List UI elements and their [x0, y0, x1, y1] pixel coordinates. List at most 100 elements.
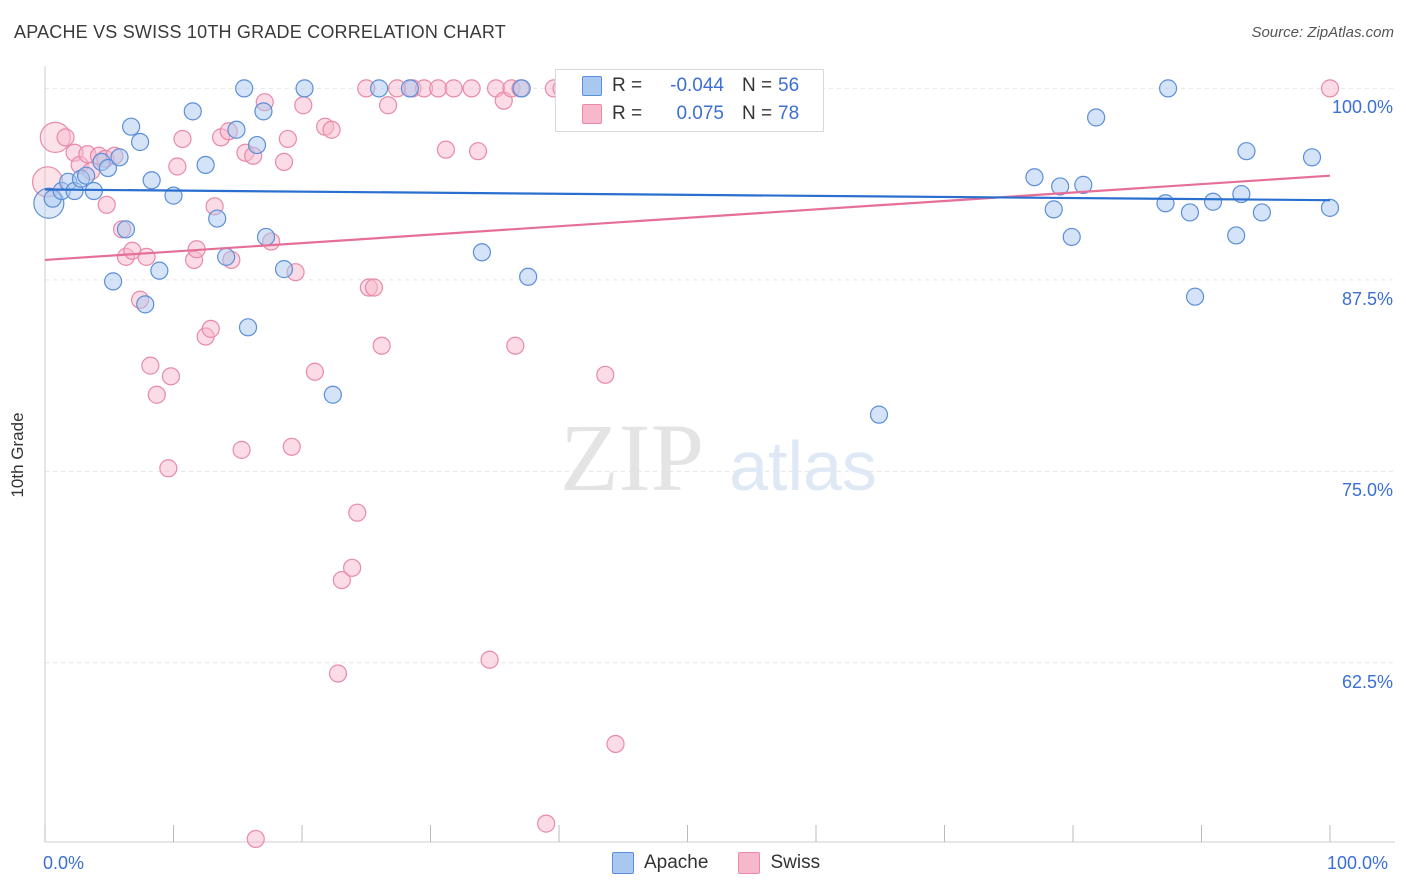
legend-item-label: Swiss: [770, 852, 821, 873]
swiss-point: [168, 157, 187, 176]
swiss-swatch: [582, 104, 602, 124]
swiss-point: [161, 367, 181, 386]
swiss-point: [378, 96, 398, 115]
swiss-point: [294, 96, 313, 115]
apache-point: [1252, 203, 1271, 222]
apache-point: [238, 318, 258, 337]
swiss-point: [462, 79, 481, 98]
legend-r-label: R =: [612, 103, 643, 124]
source-label: Source: ZipAtlas.com: [1251, 24, 1394, 41]
swiss-point: [322, 120, 341, 139]
y-tick-label-0: 100.0%: [1331, 97, 1393, 118]
apache-point: [512, 79, 531, 98]
apache-point: [472, 243, 491, 262]
series-legend: Apache Swiss: [612, 852, 850, 874]
apache-point: [1087, 108, 1106, 127]
apache-point: [1237, 142, 1256, 161]
swiss-point: [468, 142, 488, 161]
swiss-point: [328, 664, 348, 683]
watermark-zip: ZIP: [560, 404, 704, 511]
legend-r-value: -0.044: [670, 75, 724, 96]
apache-point: [227, 120, 246, 139]
swiss-point: [56, 128, 75, 147]
apache-point: [98, 158, 118, 178]
apache-point: [104, 272, 123, 291]
apache-swatch: [612, 852, 634, 874]
apache-point: [1302, 148, 1322, 167]
apache-point: [136, 295, 155, 314]
apache-point: [323, 385, 342, 404]
swiss-point: [372, 336, 391, 355]
watermark: ZIP atlas: [560, 404, 877, 511]
apache-point: [1156, 194, 1175, 213]
apache-point: [295, 79, 314, 98]
apache-point: [1044, 200, 1063, 219]
y-tick-label-2: 75.0%: [1341, 480, 1393, 501]
apache-point: [274, 260, 294, 279]
legend-item-swiss[interactable]: Swiss: [738, 852, 820, 874]
apache-points: [33, 79, 1340, 424]
x-tick-label-1: 100.0%: [1327, 853, 1389, 873]
apache-point: [116, 220, 136, 239]
apache-point: [247, 135, 267, 155]
swiss-point: [348, 503, 367, 522]
swiss-point: [282, 437, 301, 456]
gridlines: [45, 87, 1395, 664]
apache-point: [77, 166, 96, 185]
swiss-point: [506, 336, 525, 355]
apache-point: [1320, 198, 1340, 217]
apache-point: [1203, 192, 1223, 211]
swiss-trend-line: [44, 174, 1331, 262]
apache-point: [110, 148, 129, 167]
apache-point: [1074, 175, 1093, 194]
apache-point: [208, 209, 227, 228]
legend-n-value: 78: [778, 103, 800, 124]
legend-n-label: N =: [742, 103, 773, 124]
apache-point: [1158, 79, 1178, 98]
apache-point: [142, 171, 161, 190]
apache-point: [196, 155, 215, 175]
apache-point: [1227, 226, 1246, 245]
swiss-swatch: [738, 852, 761, 874]
trend-lines: [44, 174, 1331, 262]
apache-point: [235, 79, 254, 98]
legend-n-value: 56: [778, 75, 800, 96]
chart-title: APACHE VS SWISS 10TH GRADE CORRELATION C…: [14, 22, 506, 42]
swiss-point: [606, 734, 625, 754]
apache-point: [217, 247, 236, 266]
watermark-atlas: atlas: [729, 427, 877, 505]
legend-n-label: N =: [742, 75, 773, 96]
swiss-point: [141, 356, 160, 375]
apache-point: [1051, 177, 1070, 196]
swiss-point: [147, 385, 166, 404]
apache-point: [256, 227, 276, 247]
swiss-point: [232, 440, 251, 459]
swiss-point: [274, 152, 294, 172]
swiss-point: [246, 829, 265, 849]
swiss-point: [1320, 79, 1340, 98]
apache-point: [370, 79, 389, 98]
apache-point: [519, 267, 538, 286]
legend-item-label: Apache: [644, 852, 709, 873]
apache-trend-line: [44, 188, 1331, 202]
apache-point: [1180, 203, 1200, 222]
y-tick-label-1: 87.5%: [1341, 288, 1393, 309]
swiss-point: [173, 129, 192, 149]
apache-point: [1025, 168, 1044, 187]
apache-point: [183, 102, 202, 121]
correlation-legend: R = -0.044 N = 56 R = 0.075 N = 78: [555, 69, 824, 132]
apache-point: [869, 405, 889, 424]
swiss-point: [436, 140, 456, 159]
swiss-point: [444, 79, 463, 98]
swiss-point: [364, 278, 384, 297]
apache-swatch: [582, 76, 602, 96]
legend-row-swiss: R = 0.075 N = 78: [556, 100, 799, 128]
legend-row-apache: R = -0.044 N = 56: [556, 72, 799, 100]
swiss-point: [305, 362, 324, 381]
apache-point: [254, 102, 273, 121]
y-tick-label-3: 62.5%: [1341, 671, 1393, 692]
apache-point: [1185, 287, 1205, 306]
swiss-point: [429, 79, 448, 98]
legend-item-apache[interactable]: Apache: [612, 852, 708, 874]
